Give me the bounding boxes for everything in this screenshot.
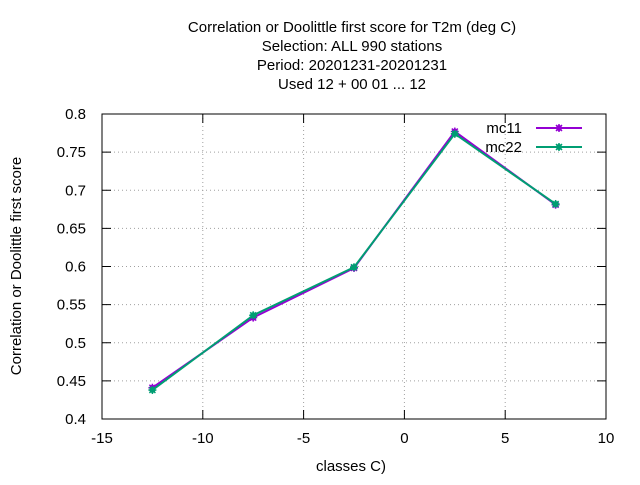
legend-marker-mc11 — [555, 124, 563, 132]
x-tick-label: 5 — [501, 430, 509, 447]
chart-title-line: Selection: ALL 990 stations — [262, 38, 442, 55]
x-axis-label: classes C) — [316, 458, 386, 475]
y-tick-label: 0.65 — [57, 220, 86, 237]
legend-label: mc22 — [485, 139, 522, 156]
y-tick-label: 0.4 — [65, 411, 86, 428]
chart-title-line: Correlation or Doolittle first score for… — [188, 19, 516, 36]
data-point-mc22 — [249, 311, 258, 320]
chart-title-line: Period: 20201231-20201231 — [257, 57, 447, 74]
y-tick-label: 0.75 — [57, 144, 86, 161]
data-point-mc22 — [148, 386, 157, 395]
y-tick-label: 0.45 — [57, 373, 86, 390]
series-line-mc22 — [151, 132, 557, 391]
x-tick-label: -5 — [297, 430, 310, 447]
y-tick-label: 0.5 — [65, 335, 86, 352]
y-tick-label: 0.7 — [65, 182, 86, 199]
chart-title-line: Used 12 + 00 01 ... 12 — [278, 76, 426, 93]
y-tick-label: 0.6 — [65, 259, 86, 276]
data-point-mc22 — [551, 199, 560, 208]
data-point-mc22 — [450, 129, 459, 138]
x-tick-label: -10 — [192, 430, 214, 447]
x-tick-label: 10 — [598, 430, 615, 447]
data-point-mc22 — [350, 263, 358, 272]
x-tick-label: -15 — [91, 430, 113, 447]
legend-label: mc11 — [486, 120, 522, 137]
legend-marker-mc22 — [555, 143, 563, 151]
y-tick-label: 0.8 — [65, 106, 86, 123]
y-tick-label: 0.55 — [57, 297, 86, 314]
series-line-mc11 — [151, 130, 557, 389]
y-axis-label: Correlation or Doolittle first score — [8, 157, 25, 375]
x-tick-label: 0 — [400, 430, 408, 447]
